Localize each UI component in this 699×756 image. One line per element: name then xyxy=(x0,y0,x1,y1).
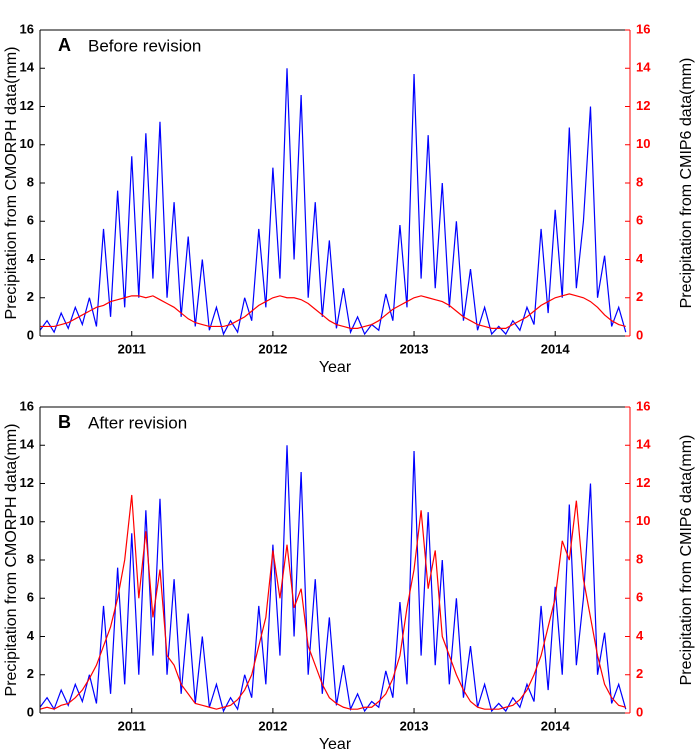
y2-tick-label: 16 xyxy=(636,398,650,413)
x-tick-label: 2012 xyxy=(258,341,287,356)
y-tick-label: 8 xyxy=(27,174,34,189)
x-tick-label: 2013 xyxy=(400,718,429,733)
y-tick-label: 2 xyxy=(27,289,34,304)
x-tick-label: 2014 xyxy=(541,718,571,733)
x-tick-label: 2014 xyxy=(541,341,571,356)
y2-tick-label: 10 xyxy=(636,136,650,151)
y2-tick-label: 4 xyxy=(636,628,644,643)
y2-tick-label: 12 xyxy=(636,98,650,113)
y2-tick-label: 0 xyxy=(636,327,643,342)
y-tick-label: 14 xyxy=(20,437,35,452)
y2-tick-label: 2 xyxy=(636,289,643,304)
panel-label: B xyxy=(58,412,71,432)
y-tick-label: 6 xyxy=(27,213,34,228)
x-tick-label: 2011 xyxy=(118,718,146,733)
x-axis-label: Year xyxy=(319,359,352,376)
y2-tick-label: 12 xyxy=(636,475,650,490)
data-line xyxy=(40,293,626,329)
y2-axis-label: Precipitation from CMIP6 data(mm) xyxy=(678,435,695,686)
x-axis-label: Year xyxy=(319,736,352,753)
y2-tick-label: 6 xyxy=(636,590,643,605)
y-tick-label: 14 xyxy=(20,60,35,75)
y-axis-label: Precipitation from CMORPH data(mm) xyxy=(3,47,20,320)
y-tick-label: 4 xyxy=(27,251,35,266)
y2-tick-label: 6 xyxy=(636,213,643,228)
y2-axis-label: Precipitation from CMIP6 data(mm) xyxy=(678,58,695,309)
y-tick-label: 4 xyxy=(27,628,35,643)
data-line xyxy=(39,494,626,710)
y-tick-label: 0 xyxy=(27,704,34,719)
y-tick-label: 12 xyxy=(20,98,34,113)
data-line xyxy=(39,68,627,336)
y2-tick-label: 8 xyxy=(636,551,643,566)
y2-tick-label: 14 xyxy=(636,437,651,452)
y-tick-label: 16 xyxy=(20,398,34,413)
y-tick-label: 8 xyxy=(27,551,34,566)
y2-tick-label: 10 xyxy=(636,513,650,528)
panel-title: After revision xyxy=(88,413,187,432)
panel-label: A xyxy=(58,35,71,55)
x-tick-label: 2013 xyxy=(400,341,429,356)
data-line xyxy=(39,445,627,713)
y2-tick-label: 2 xyxy=(636,666,643,681)
y-tick-label: 10 xyxy=(20,513,34,528)
y-tick-label: 2 xyxy=(27,666,34,681)
y-tick-label: 10 xyxy=(20,136,34,151)
y-tick-label: 16 xyxy=(20,21,34,36)
x-tick-label: 2012 xyxy=(258,718,287,733)
y-axis-label: Precipitation from CMORPH data(mm) xyxy=(3,424,20,697)
y2-tick-label: 0 xyxy=(636,704,643,719)
panel-title: Before revision xyxy=(88,36,201,55)
y-tick-label: 12 xyxy=(20,475,34,490)
y-tick-label: 6 xyxy=(27,590,34,605)
x-tick-label: 2011 xyxy=(118,341,146,356)
y2-tick-label: 14 xyxy=(636,60,651,75)
y2-tick-label: 16 xyxy=(636,21,650,36)
y2-tick-label: 8 xyxy=(636,174,643,189)
y2-tick-label: 4 xyxy=(636,251,644,266)
y-tick-label: 0 xyxy=(27,327,34,342)
